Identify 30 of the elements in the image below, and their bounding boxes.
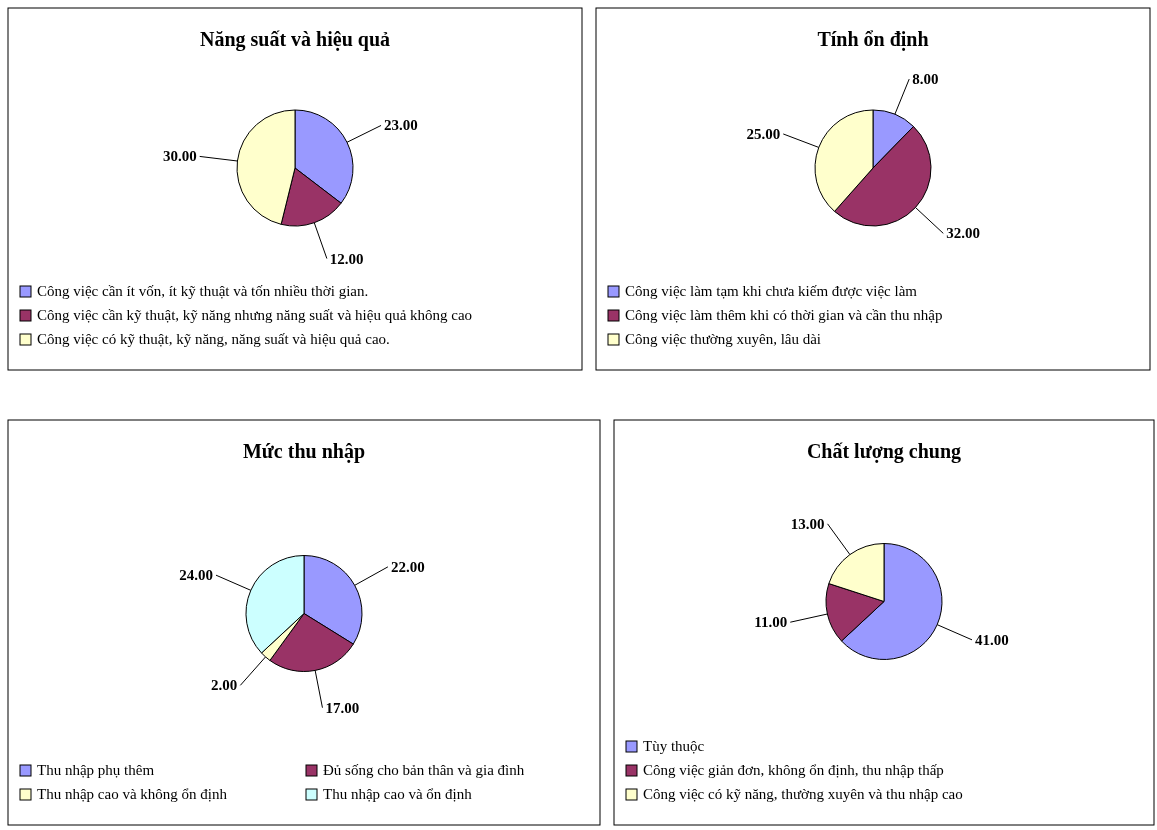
legend-label: Thu nhập cao và không ổn định	[37, 786, 228, 802]
chart-title: Tính ổn định	[817, 28, 929, 51]
data-label: 13.00	[790, 515, 825, 532]
chart-title: Mức thu nhập	[242, 440, 366, 463]
data-label: 22.00	[390, 558, 425, 575]
legend-label: Thu nhập cao và ổn định	[323, 786, 473, 802]
legend-label: Công việc giản đơn, không ổn định, thu nhập thấp	[643, 762, 944, 778]
legend-label: Công việc cần ít vốn, ít kỹ thuật và tốn nhiều thời gian.	[37, 283, 369, 299]
data-label: 30.00	[162, 148, 197, 165]
data-label: 23.00	[384, 117, 418, 134]
data-label: 2.00	[211, 677, 238, 694]
data-label: 17.00	[325, 699, 360, 716]
legend-label: Công việc có kỹ thuật, kỹ năng, năng suất và hiệu quả cao.	[37, 331, 390, 347]
legend-label: Công việc cần kỹ thuật, kỹ năng nhưng năng suất và hiệu quả không cao	[37, 307, 473, 323]
legend-label: Thu nhập phụ thêm	[37, 762, 155, 778]
legend-label: Tùy thuộc	[643, 738, 705, 754]
legend-label: Công việc có kỹ năng, thường xuyên và thu nhập cao	[643, 786, 963, 802]
legend-label: Đủ sống cho bản thân và gia đình	[323, 762, 525, 778]
data-label: 8.00	[912, 71, 939, 88]
data-label: 11.00	[754, 614, 788, 631]
data-label: 41.00	[975, 631, 1009, 648]
data-label: 25.00	[746, 125, 781, 142]
legend-label: Công việc làm thêm khi có thời gian và cần thu nhập	[625, 307, 943, 323]
legend-label: Công việc làm tạm khi chưa kiếm được việc làm	[625, 283, 918, 299]
chart-title: Chất lượng chung	[806, 440, 962, 463]
data-label: 12.00	[329, 250, 364, 267]
data-label: 32.00	[946, 225, 981, 242]
chart-title: Năng suất và hiệu quả	[199, 28, 391, 51]
legend-label: Công việc thường xuyên, lâu dài	[625, 331, 822, 347]
data-label: 24.00	[179, 567, 213, 584]
